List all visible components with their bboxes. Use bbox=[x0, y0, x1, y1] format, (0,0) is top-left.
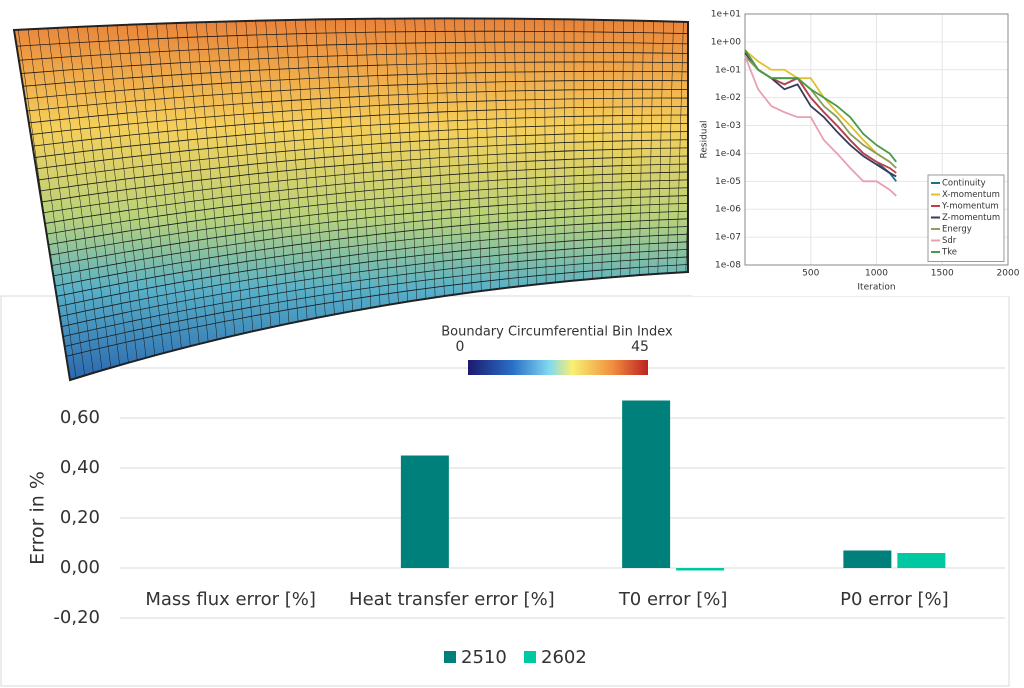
mesh-column bbox=[153, 18, 197, 381]
legend-label: Sdr bbox=[942, 236, 957, 246]
y-tick-label: 0,60 bbox=[60, 407, 100, 428]
bar bbox=[676, 568, 725, 571]
mesh-row bbox=[14, 233, 688, 328]
y-tick-label: -0,20 bbox=[53, 607, 100, 628]
mesh-row bbox=[14, 202, 688, 285]
y-tick-label: 1e-06 bbox=[715, 205, 741, 215]
mesh-row bbox=[14, 264, 688, 370]
x-tick-label: T0 error [%] bbox=[618, 589, 728, 610]
x-tick-label: 1000 bbox=[865, 269, 888, 279]
y-tick-label: 1e-08 bbox=[715, 261, 741, 271]
mesh-row bbox=[14, 256, 688, 360]
colorbar-tick: 45 bbox=[631, 339, 649, 355]
y-axis-title: Error in % bbox=[27, 471, 49, 565]
mesh-column bbox=[83, 18, 134, 381]
y-tick-label: 1e-03 bbox=[715, 121, 741, 131]
series-line bbox=[744, 49, 897, 163]
residual-chart: 1e-08 1e-07 1e-06 1e-05 1e-04 1e-03 1e-02 1e-01… bbox=[692, 0, 1024, 296]
mesh-row bbox=[14, 114, 688, 161]
mesh-row bbox=[14, 88, 688, 125]
mesh-column bbox=[43, 18, 98, 381]
mesh-row bbox=[14, 226, 688, 317]
colorbar-title: Boundary Circumferential Bin Index bbox=[441, 325, 673, 340]
mesh-row bbox=[14, 163, 688, 230]
y-tick-label: 1e-07 bbox=[715, 233, 741, 243]
legend-label: 2510 bbox=[461, 647, 507, 668]
legend-swatch bbox=[524, 651, 536, 663]
legend-label: Z-momentum bbox=[942, 213, 1000, 223]
mesh-row bbox=[14, 218, 688, 306]
mesh-column bbox=[53, 18, 107, 381]
mesh-column bbox=[133, 18, 179, 381]
mesh-row bbox=[14, 131, 688, 184]
y-tick-label: 1e-05 bbox=[715, 177, 741, 187]
colorbar bbox=[468, 360, 648, 375]
mesh-column bbox=[163, 18, 206, 381]
mesh-row bbox=[14, 61, 688, 88]
x-tick-label: 1500 bbox=[931, 269, 954, 279]
legend-box bbox=[927, 174, 1005, 262]
mesh-column bbox=[173, 18, 215, 381]
mesh-row bbox=[14, 171, 688, 241]
mesh-row bbox=[14, 187, 688, 263]
mesh-column bbox=[143, 18, 188, 381]
mesh-row bbox=[14, 248, 688, 349]
legend-label: X-momentum bbox=[942, 190, 1000, 200]
colorbar-tick: 0 bbox=[456, 339, 465, 355]
x-axis-title: Iteration bbox=[857, 283, 895, 293]
mesh-row bbox=[14, 122, 688, 173]
mesh-row bbox=[14, 70, 688, 101]
legend-label: 2602 bbox=[541, 647, 587, 668]
x-tick-label: 500 bbox=[802, 269, 819, 279]
bar bbox=[843, 550, 892, 568]
mesh-row bbox=[14, 51, 688, 75]
legend-label: Tke bbox=[941, 248, 957, 258]
mesh-column bbox=[183, 18, 224, 381]
mesh-column bbox=[203, 18, 242, 381]
y-tick-label: 1e-01 bbox=[715, 65, 741, 75]
bar bbox=[897, 553, 946, 568]
x-tick-label: Heat transfer error [%] bbox=[349, 589, 555, 610]
plot-frame bbox=[744, 13, 1009, 266]
y-tick-label: 0,20 bbox=[60, 507, 100, 528]
legend-swatch bbox=[444, 651, 456, 663]
y-tick-label: 1e-04 bbox=[715, 149, 741, 159]
mesh-row bbox=[14, 179, 688, 252]
mesh-column bbox=[193, 18, 233, 381]
y-tick-label: 0,00 bbox=[60, 557, 100, 578]
y-tick-label: 1e-02 bbox=[715, 93, 741, 103]
mesh-row bbox=[14, 80, 688, 113]
mesh-column bbox=[23, 18, 80, 381]
mesh-column bbox=[93, 18, 143, 381]
mesh-row bbox=[14, 147, 688, 207]
mesh-column bbox=[103, 18, 152, 381]
legend-label: Continuity bbox=[942, 179, 986, 189]
mesh-row bbox=[14, 210, 688, 296]
mesh-column bbox=[33, 18, 89, 381]
y-tick-label: 1e+01 bbox=[711, 10, 741, 20]
x-tick-label: Mass flux error [%] bbox=[145, 589, 316, 610]
legend-label: Y-momentum bbox=[941, 202, 999, 212]
mesh-row bbox=[14, 195, 688, 274]
legend-label: Energy bbox=[942, 225, 972, 235]
mesh-row bbox=[14, 139, 688, 196]
mesh-column bbox=[123, 18, 170, 381]
y-tick-label: 0,40 bbox=[60, 457, 100, 478]
bar bbox=[622, 400, 671, 568]
mesh-column bbox=[63, 18, 116, 381]
mesh-row bbox=[14, 41, 688, 61]
mesh-row bbox=[14, 155, 688, 218]
x-tick-label: 2000 bbox=[997, 269, 1020, 279]
mesh-row bbox=[14, 97, 688, 137]
bar bbox=[400, 455, 449, 568]
x-tick-label: P0 error [%] bbox=[840, 589, 948, 610]
mesh-view: Boundary Circumferential Bin Index 0 45 bbox=[12, 17, 689, 382]
mesh-column bbox=[73, 18, 125, 381]
y-tick-label: 1e+00 bbox=[711, 37, 742, 47]
y-axis-title: Residual bbox=[700, 120, 710, 158]
mesh-column bbox=[113, 18, 161, 381]
series-line bbox=[744, 56, 897, 197]
